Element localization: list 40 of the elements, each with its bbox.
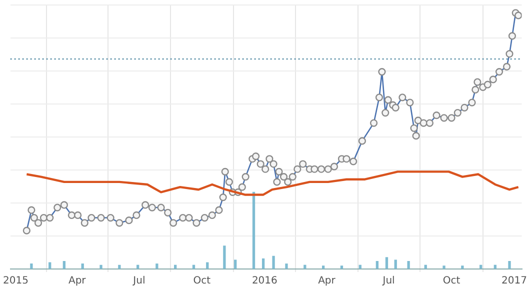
- bar: [461, 266, 464, 269]
- bar: [424, 264, 427, 269]
- bar: [262, 258, 265, 269]
- bar: [118, 264, 121, 269]
- bar: [304, 264, 306, 269]
- x-tick-label: 2017: [502, 276, 527, 287]
- bar: [30, 264, 33, 269]
- bar: [285, 264, 288, 269]
- bar: [407, 260, 410, 269]
- x-tick-label: Apr: [318, 276, 336, 287]
- x-tick-label: 2015: [3, 276, 28, 287]
- x-tick-label: Apr: [68, 276, 87, 287]
- bar: [48, 262, 52, 269]
- bar: [206, 262, 209, 269]
- bar: [192, 264, 196, 269]
- x-tick-label: Jul: [132, 276, 146, 287]
- x-tick-label: Oct: [193, 276, 211, 287]
- bar: [174, 264, 177, 269]
- bar: [394, 260, 397, 269]
- bar: [376, 260, 379, 269]
- bar: [136, 264, 140, 269]
- bar: [156, 264, 158, 269]
- bar: [480, 264, 482, 269]
- bar: [252, 192, 256, 269]
- bar: [322, 266, 325, 269]
- bar: [223, 246, 226, 269]
- x-tick-label: 2016: [252, 276, 278, 287]
- bar: [494, 264, 496, 269]
- bar: [234, 260, 237, 269]
- bar: [100, 264, 102, 269]
- bar: [81, 264, 84, 269]
- bar: [442, 266, 446, 269]
- bar: [385, 257, 388, 269]
- x-tick-label: Jul: [382, 276, 395, 287]
- x-tick-label: Oct: [442, 276, 460, 287]
- bar: [340, 266, 344, 269]
- bar: [62, 260, 66, 269]
- bar: [272, 256, 275, 269]
- bar: [358, 264, 362, 269]
- bar: [508, 260, 511, 269]
